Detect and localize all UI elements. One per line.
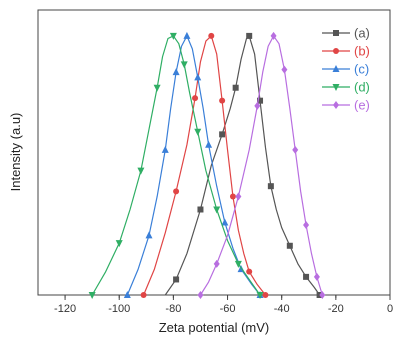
data-point bbox=[246, 33, 252, 39]
legend-label: (c) bbox=[354, 62, 369, 77]
data-point bbox=[233, 85, 239, 91]
data-point bbox=[219, 131, 225, 137]
x-axis-title: Zeta potential (mV) bbox=[159, 320, 270, 335]
data-point bbox=[230, 194, 236, 200]
data-point bbox=[219, 98, 225, 104]
data-point bbox=[268, 183, 274, 189]
x-tick-label: -100 bbox=[108, 303, 130, 315]
x-tick-label: -80 bbox=[165, 303, 181, 315]
legend-marker bbox=[333, 48, 339, 54]
legend-label: (e) bbox=[354, 98, 370, 113]
legend-label: (d) bbox=[354, 80, 370, 95]
x-tick-label: -60 bbox=[220, 303, 236, 315]
data-point bbox=[173, 188, 179, 194]
x-tick-label: -40 bbox=[274, 303, 290, 315]
data-point bbox=[192, 95, 198, 101]
legend-label: (a) bbox=[354, 26, 370, 41]
legend-marker bbox=[333, 30, 339, 36]
data-point bbox=[173, 276, 179, 282]
data-point bbox=[208, 33, 214, 39]
data-point bbox=[303, 274, 309, 280]
x-tick-label: -20 bbox=[328, 303, 344, 315]
data-point bbox=[197, 207, 203, 213]
data-point bbox=[246, 269, 252, 275]
data-point bbox=[141, 292, 147, 298]
legend-label: (b) bbox=[354, 44, 370, 59]
x-tick-label: -120 bbox=[54, 303, 76, 315]
data-point bbox=[262, 292, 268, 298]
x-tick-label: 0 bbox=[387, 303, 393, 315]
y-axis-title: Intensity (a.u) bbox=[8, 113, 23, 192]
x-axis: -120 -100 -80 -60 -40 -20 0 bbox=[54, 295, 393, 315]
data-point bbox=[287, 243, 293, 249]
